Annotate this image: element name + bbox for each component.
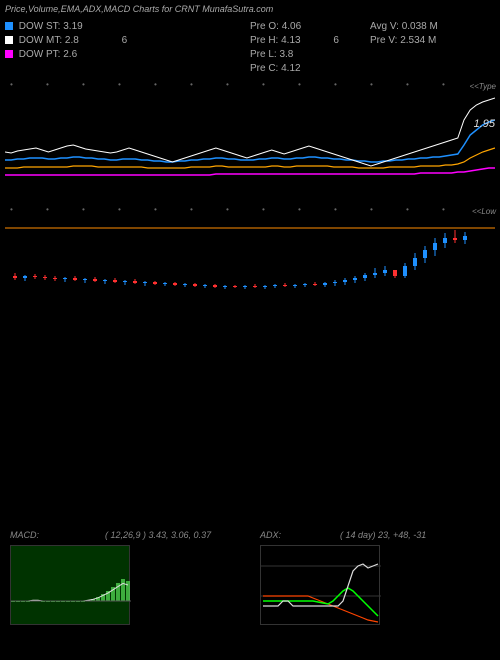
macd-box — [10, 545, 130, 625]
macd-title: MACD: — [10, 530, 39, 540]
prev-c: Pre C: 4.12 — [250, 62, 339, 76]
prev-h: Pre H: 4.13 6 — [250, 34, 339, 48]
ticks-mid: ••••••••••••• — [0, 205, 500, 215]
avg-v: Avg V: 0.038 M — [370, 20, 438, 34]
legend-mt: DOW MT: 2.8 6 — [5, 34, 127, 48]
swatch-pt — [5, 50, 13, 58]
legend-mt-value: 2.8 — [65, 35, 79, 46]
legend-mt-label: DOW MT: — [19, 35, 62, 46]
adx-title: ADX: — [260, 530, 281, 540]
legend-st-value: 3.19 — [63, 21, 82, 32]
price-marker: 1.95 — [474, 118, 495, 130]
adx-params: ( 14 day) 23, +48, -31 — [340, 530, 426, 540]
swatch-mt — [5, 36, 13, 44]
candle-chart — [5, 218, 495, 308]
ticks-top: ••••••••••••• — [0, 80, 500, 90]
prev-extra: 6 — [333, 35, 339, 46]
macd-chart — [11, 546, 131, 626]
legend-dow: DOW ST: 3.19 DOW MT: 2.8 6 DOW PT: 2.6 — [5, 20, 127, 62]
legend-pt-label: DOW PT: — [19, 49, 61, 60]
price-ema-chart — [5, 90, 495, 200]
swatch-st — [5, 22, 13, 30]
adx-box — [260, 545, 380, 625]
prev-l: Pre L: 3.8 — [250, 48, 339, 62]
legend-pt-value: 2.6 — [63, 49, 77, 60]
legend-st-label: DOW ST: — [19, 21, 61, 32]
panel-low-label: <<Low — [472, 207, 496, 216]
legend-extra: 6 — [122, 35, 128, 46]
prev-o: Pre O: 4.06 — [250, 20, 339, 34]
pre-v: Pre V: 2.534 M — [370, 34, 438, 48]
avg-vol: Avg V: 0.038 M Pre V: 2.534 M — [370, 20, 438, 48]
macd-params: ( 12,26,9 ) 3.43, 3.06, 0.37 — [105, 530, 211, 540]
legend-st: DOW ST: 3.19 — [5, 20, 127, 34]
adx-chart — [261, 546, 381, 626]
chart-title: Price,Volume,EMA,ADX,MACD Charts for CRN… — [5, 4, 273, 14]
prev-ohlc: Pre O: 4.06 Pre H: 4.13 6 Pre L: 3.8 Pre… — [250, 20, 339, 76]
legend-pt: DOW PT: 2.6 — [5, 48, 127, 62]
